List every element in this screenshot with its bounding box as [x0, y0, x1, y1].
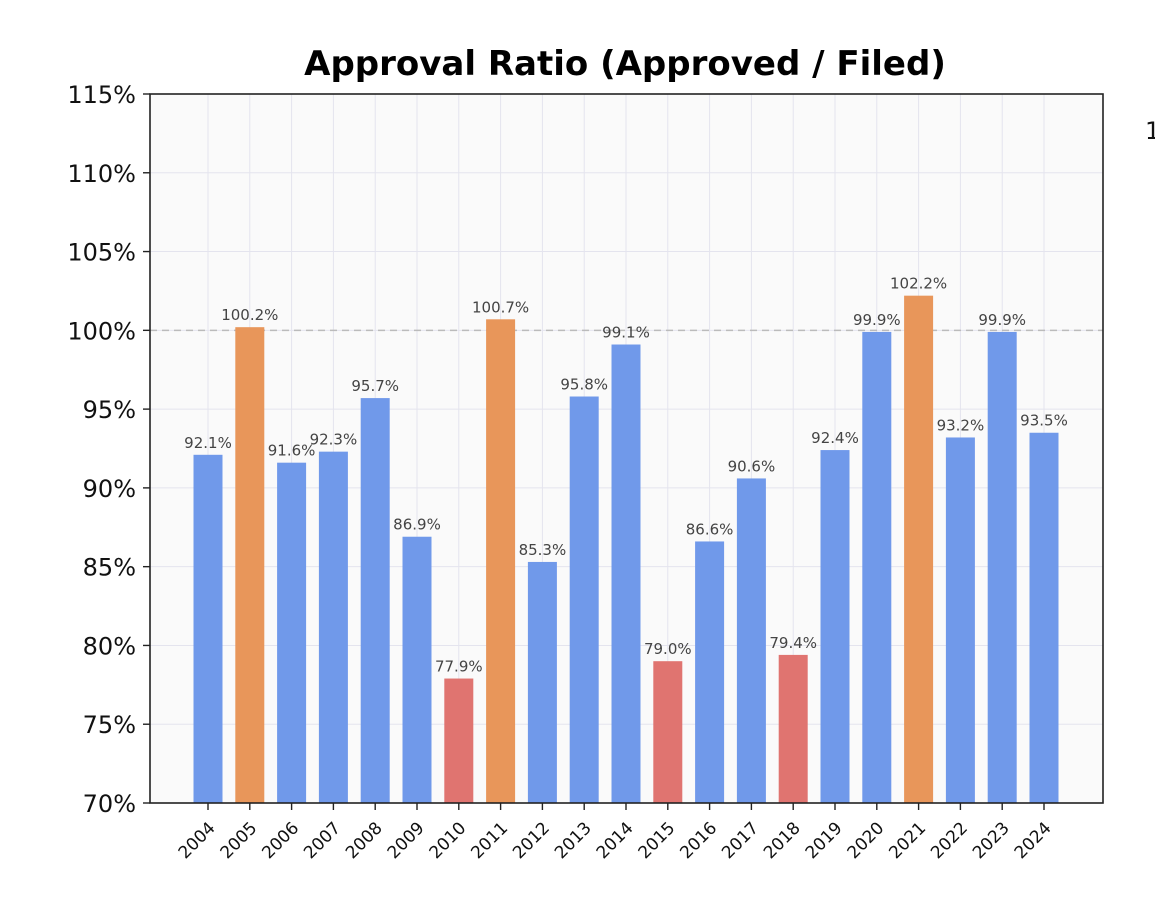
y-tick-label: 95% [83, 396, 136, 424]
x-tick-label-2024: 2024 [1011, 818, 1056, 863]
data-label-2009: 86.9% [393, 516, 441, 534]
y-tick-label: 90% [83, 475, 136, 503]
bar-2023 [987, 331, 1017, 803]
bar-2020 [862, 331, 892, 803]
bar-2011 [486, 319, 516, 803]
bar-2013 [569, 396, 599, 803]
x-tick-label-2019: 2019 [802, 818, 847, 863]
bar-2007 [318, 451, 348, 803]
bar-2018 [778, 654, 808, 803]
x-tick-label-2009: 2009 [384, 818, 429, 863]
chart-title: Approval Ratio (Approved / Filed) [304, 44, 946, 84]
bar-2019 [820, 450, 850, 803]
data-label-2006: 91.6% [268, 442, 316, 460]
data-label-2007: 92.3% [310, 431, 358, 449]
bar-2014 [611, 344, 641, 803]
x-tick-label-2023: 2023 [969, 818, 1014, 863]
y-tick-label: 70% [83, 790, 136, 818]
data-label-2019: 92.4% [811, 429, 859, 447]
data-label-2018: 79.4% [769, 634, 817, 652]
x-tick-label-2016: 2016 [676, 818, 721, 863]
x-tick-label-2006: 2006 [258, 818, 303, 863]
data-label-2020: 99.9% [853, 311, 901, 329]
clipped-text-fragment: 1 [1145, 117, 1155, 145]
data-label-2016: 86.6% [686, 520, 734, 538]
data-label-2015: 79.0% [644, 640, 692, 658]
bar-2010 [444, 678, 474, 803]
data-label-2013: 95.8% [560, 376, 608, 394]
x-tick-label-2012: 2012 [509, 818, 554, 863]
data-label-2011: 100.7% [472, 298, 529, 316]
data-label-2023: 99.9% [978, 311, 1026, 329]
data-label-2022: 93.2% [937, 416, 985, 434]
data-label-2021: 102.2% [890, 275, 947, 293]
bar-2016 [695, 541, 725, 803]
x-tick-label-2013: 2013 [551, 818, 596, 863]
bar-2004 [193, 454, 223, 803]
y-tick-label: 75% [83, 711, 136, 739]
x-tick-label-2011: 2011 [467, 818, 512, 863]
y-tick-label: 105% [67, 239, 136, 267]
bar-2015 [653, 661, 683, 803]
y-tick-label: 115% [67, 81, 136, 109]
x-tick-label-2021: 2021 [885, 818, 930, 863]
bar-2006 [277, 462, 307, 803]
data-label-2014: 99.1% [602, 324, 650, 342]
x-tick-label-2008: 2008 [342, 818, 387, 863]
data-label-2012: 85.3% [519, 541, 567, 559]
data-label-2008: 95.7% [351, 377, 399, 395]
bar-2005 [235, 327, 265, 803]
bar-2012 [527, 561, 557, 803]
plot-area: 92.1% 100.2% 91.6%92.3% 95.7% 86.9% 77.9% 100.… [67, 81, 1104, 863]
x-tick-label-2005: 2005 [217, 818, 262, 863]
x-tick-label-2015: 2015 [635, 818, 680, 863]
bar-2024 [1029, 432, 1059, 803]
bar-2021 [904, 295, 934, 803]
x-tick-label-2007: 2007 [300, 818, 345, 863]
data-label-2017: 90.6% [728, 457, 776, 475]
x-tick-label-2014: 2014 [593, 818, 638, 863]
bar-2022 [945, 437, 975, 803]
data-label-2024: 93.5% [1020, 412, 1068, 430]
y-tick-label: 100% [67, 317, 136, 345]
x-tick-label-2017: 2017 [718, 818, 763, 863]
x-tick-label-2020: 2020 [844, 818, 889, 863]
data-label-2010: 77.9% [435, 658, 483, 676]
y-tick-label: 85% [83, 554, 136, 582]
bar-2017 [736, 478, 766, 803]
bar-2008 [360, 398, 390, 803]
x-tick-label-2010: 2010 [426, 818, 471, 863]
y-tick-label: 110% [67, 160, 136, 188]
data-label-2004: 92.1% [184, 434, 232, 452]
x-tick-label-2004: 2004 [175, 818, 220, 863]
x-tick-label-2018: 2018 [760, 818, 805, 863]
y-tick-label: 80% [83, 632, 136, 660]
bar-2009 [402, 536, 432, 803]
data-label-2005: 100.2% [221, 306, 278, 324]
x-tick-label-2022: 2022 [927, 818, 972, 863]
